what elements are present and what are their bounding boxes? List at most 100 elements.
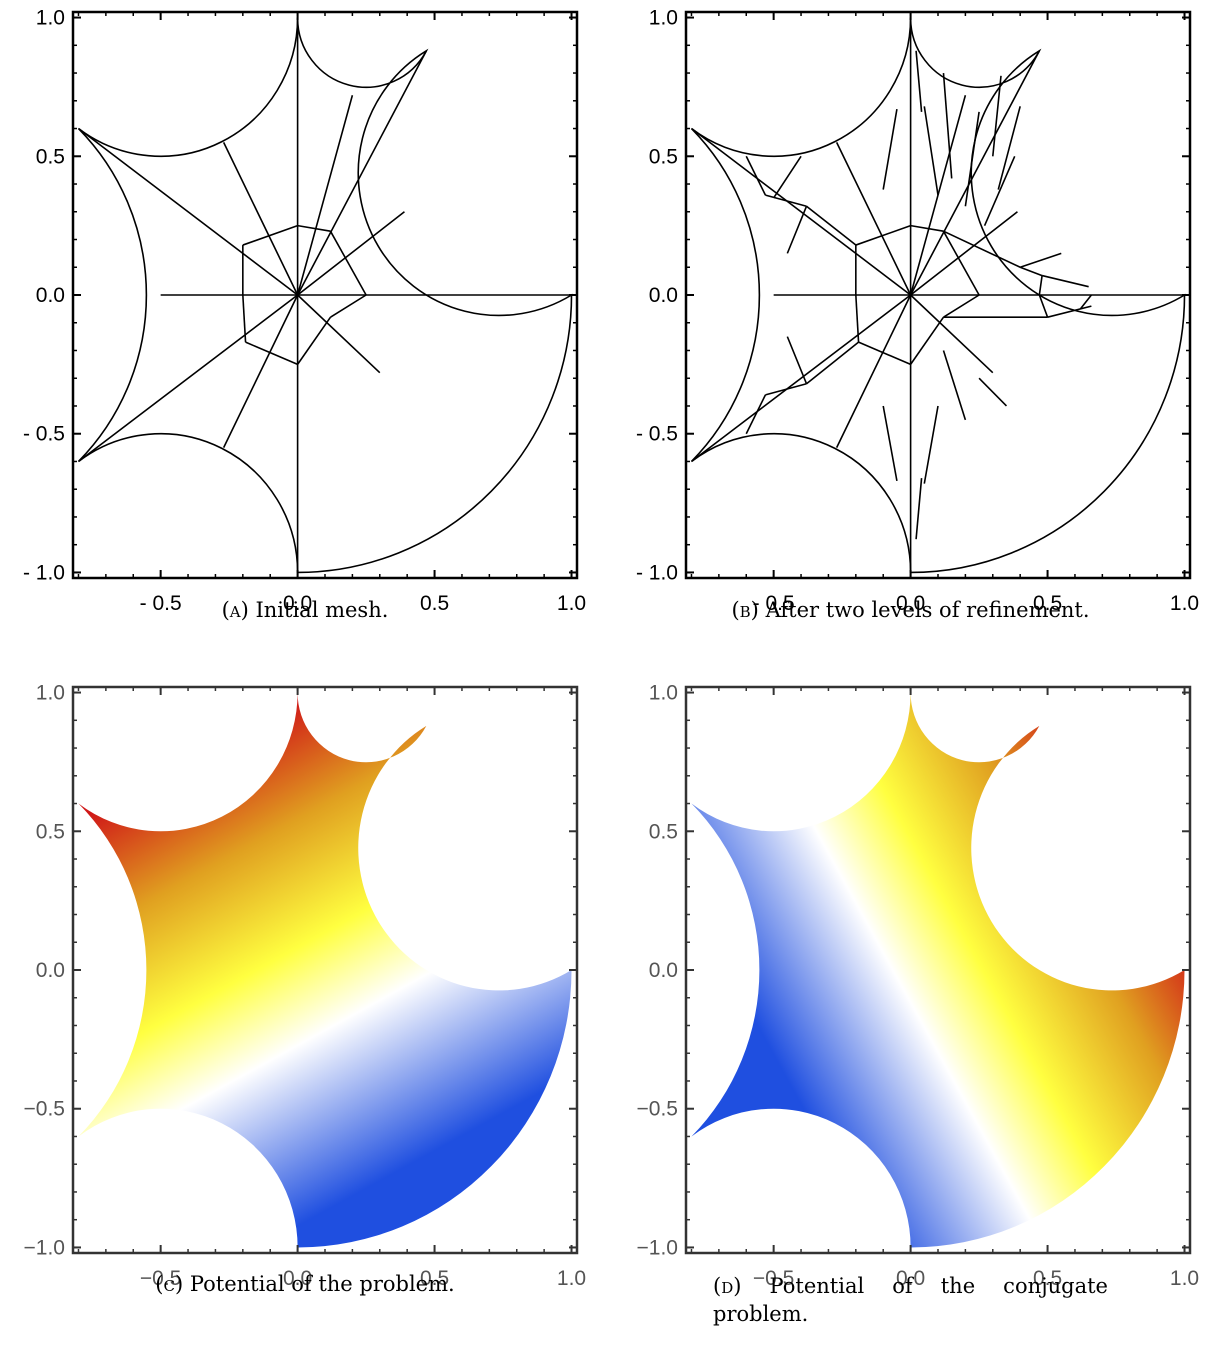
panel-c-ytick-label: −1.0 (24, 1236, 65, 1259)
panel-b-mesh-edge (1019, 252, 1062, 269)
panel-a-axes: - 0.5 0.0 0.5 1.0 1.0 0.5 0.0 - 0.5 - 1.0 (23, 7, 586, 610)
panel-b-mesh-edge (690, 127, 912, 296)
panel-d-xtick-label: 0.0 (896, 1267, 925, 1285)
panel-c-xtick-label: 0.0 (283, 1267, 312, 1285)
panel-b-mesh-edge (745, 394, 767, 435)
panel-d-caption-tag: (d) (713, 1274, 742, 1298)
panel-d-ytick-label: 0.0 (649, 959, 678, 982)
panel-b-caption-tag: (b) (731, 598, 759, 622)
panel-b-mesh-edge (786, 205, 808, 254)
panel-a-mesh-edge (77, 294, 299, 463)
panel-a-ytick-label: - 1.0 (23, 561, 65, 584)
panel-a-ytick-label: 1.0 (36, 7, 65, 30)
panel-b-caption-text: After two levels of refinement. (765, 598, 1090, 622)
panel-b-caption: (b) After two levels of refinement. (608, 598, 1213, 622)
panel-b-mesh-edge (786, 336, 808, 385)
panel-d-potential-field (691, 692, 1185, 1248)
panel-d-ytick-label: −0.5 (637, 1098, 678, 1121)
panel-c-ytick-label: 0.5 (36, 820, 65, 843)
panel-b-mesh-edge (915, 50, 923, 112)
panel-a-mesh-edge (222, 142, 299, 296)
panel-a-mesh-edge (296, 316, 332, 365)
panel-c-xtick-label: 1.0 (557, 1267, 586, 1285)
panel-b-mesh-edge (991, 75, 1002, 157)
panel-b-mesh-edge (1079, 294, 1093, 310)
panel-c-caption-tag: (c) (155, 1272, 184, 1296)
panel-b-xtick-label: 1.0 (1170, 592, 1199, 610)
panel-c-plot: −0.5 0.0 0.5 1.0 1.0 0.5 0.0 −0.5 −1.0 (24, 682, 587, 1285)
panel-b-mesh-edge (964, 111, 980, 207)
panel-b-mesh-edge (806, 341, 860, 385)
panel-b-mesh-edge (835, 142, 912, 296)
panel-b-mesh-edge (983, 155, 1016, 226)
panel-b-ytick-label: - 0.5 (636, 423, 678, 446)
panel-b-ytick-label: 1.0 (649, 7, 678, 30)
panel-b-mesh-edge (1019, 266, 1043, 277)
panel-d-xtick-label: 0.5 (1033, 1267, 1062, 1285)
panel-b-mesh-edge (909, 50, 1041, 296)
panel-a-mesh-edge (297, 211, 405, 296)
panel-b-axes: - 0.5 0.0 0.5 1.0 1.0 0.5 0.0 - 0.5 - 1.0 (636, 7, 1199, 610)
panel-b-ytick-label: 0.5 (649, 145, 678, 168)
panel-b-mesh-edge (1047, 305, 1092, 318)
panel-b-mesh-edge (835, 294, 912, 448)
panel-a-xtick-label: 1.0 (557, 592, 586, 610)
panel-c-ytick-label: −0.5 (24, 1098, 65, 1121)
panel-d-xtick-label: 1.0 (1170, 1267, 1199, 1285)
panel-b-mesh-edge (942, 72, 953, 179)
panel-b-xtick-label: 0.5 (1033, 592, 1062, 610)
panel-c-potential-field (78, 692, 572, 1248)
panel-b-mesh-edge (765, 383, 807, 396)
panel-c-axes: −0.5 0.0 0.5 1.0 1.0 0.5 0.0 −0.5 −1.0 (24, 682, 587, 1285)
panel-b-mesh-edge (942, 230, 980, 296)
panel-b-xtick-label: - 0.5 (753, 592, 795, 610)
panel-a-ytick-label: 0.0 (36, 284, 65, 307)
panel-c-xtick-label: −0.5 (140, 1267, 181, 1285)
panel-b-mesh-edge (910, 211, 1018, 296)
panel-b-mesh-edge (772, 155, 802, 199)
panel-b-mesh-edge (882, 405, 898, 482)
panel-d-axes: −0.5 0.0 0.5 1.0 1.0 0.5 0.0 −0.5 −1.0 (637, 682, 1200, 1285)
panel-b-mesh-edge (943, 294, 980, 318)
panel-b-mesh-edge (765, 194, 807, 207)
panel-c-ytick-label: 0.0 (36, 959, 65, 982)
panel-d-plot: −0.5 0.0 0.5 1.0 1.0 0.5 0.0 −0.5 −1.0 (637, 682, 1200, 1285)
panel-a-mesh-edge (222, 294, 299, 448)
panel-a: - 0.5 0.0 0.5 1.0 1.0 0.5 0.0 - 0.5 - 1.0 (a) In… (0, 0, 610, 675)
panel-b-mesh-edge (690, 294, 912, 463)
panel-a-mesh-edge (245, 341, 298, 366)
panel-b-mesh-edges (690, 17, 1185, 573)
panel-d-xtick-label: −0.5 (753, 1267, 794, 1285)
panel-b-mesh-edge (923, 106, 939, 196)
panel-b-ytick-label: 0.0 (649, 284, 678, 307)
panel-b-mesh-edge (910, 294, 994, 374)
panel-a-mesh-edge (329, 230, 367, 296)
panel-a-caption-tag: (a) (221, 598, 249, 622)
panel-b-plot: - 0.5 0.0 0.5 1.0 1.0 0.5 0.0 - 0.5 - 1.0 (636, 7, 1199, 610)
panel-b-mesh-edge (855, 294, 860, 343)
panel-a-mesh-edge (297, 294, 381, 374)
panel-d-caption: (d) Potential of the conjugate problem. (713, 1272, 1108, 1328)
panel-b-mesh-edge (1038, 294, 1049, 318)
panel-c-caption-text: Potential of the problem. (189, 1272, 455, 1296)
panel-d-ytick-label: 1.0 (649, 682, 678, 705)
panel-a-mesh-edge (242, 224, 298, 246)
panel-b-mesh-edge (1038, 275, 1043, 296)
panel-c-xtick-label: 0.5 (420, 1267, 449, 1285)
panel-a-mesh-edge (77, 127, 299, 296)
panel-b-mesh-edge (978, 377, 1008, 407)
panel-b-mesh-edge (882, 108, 898, 190)
panel-b-mesh-edge (943, 230, 1021, 268)
panel-b: - 0.5 0.0 0.5 1.0 1.0 0.5 0.0 - 0.5 - 1.0 (b) Af… (608, 0, 1213, 675)
panel-b-mesh-edge (745, 155, 767, 196)
panel-b-mesh-edge (915, 478, 923, 540)
panel-b-mesh-edge (942, 350, 967, 421)
panel-a-ytick-label: - 0.5 (23, 423, 65, 446)
panel-b-mesh-edge (910, 224, 944, 232)
panel-a-plot: - 0.5 0.0 0.5 1.0 1.0 0.5 0.0 - 0.5 - 1.0 (23, 7, 586, 610)
panel-b-mesh-edge (1041, 274, 1089, 288)
panel-b-xtick-label: 0.0 (896, 592, 925, 610)
panel-b-mesh-edge (806, 205, 857, 246)
panel-d-caption-text: Potential of the conjugate problem. (713, 1274, 1108, 1326)
panel-c-caption: (c) Potential of the problem. (0, 1272, 610, 1296)
